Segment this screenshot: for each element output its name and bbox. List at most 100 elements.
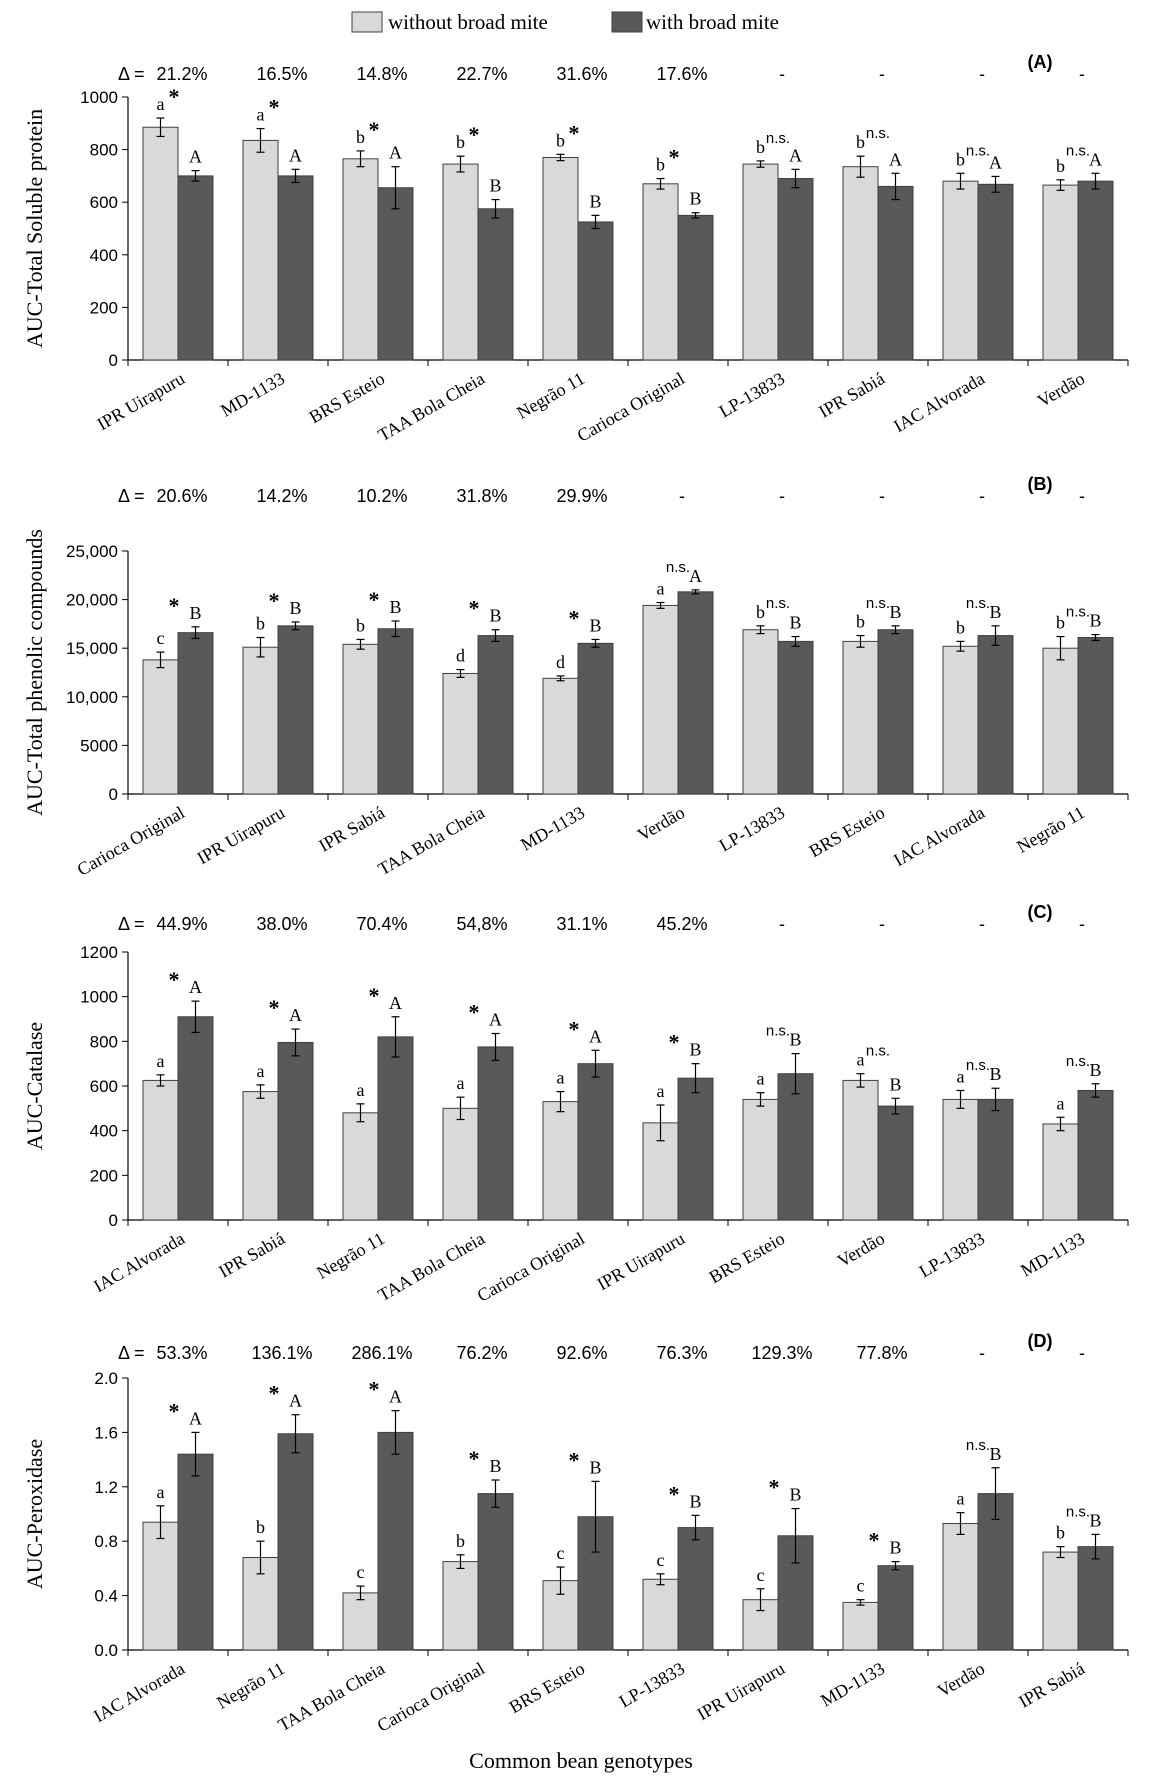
bar-with-6 xyxy=(777,178,814,361)
letter-without-9: b xyxy=(1056,156,1065,176)
delta-value: 70.4% xyxy=(356,914,407,934)
x-axis-title: Common bean genotypes xyxy=(469,1748,693,1773)
bar-with-3 xyxy=(477,1046,514,1221)
delta-value: - xyxy=(979,914,985,934)
letter-without-2: c xyxy=(357,1562,365,1582)
category-label: BRS Esteio xyxy=(506,1658,588,1717)
letter-with-8: B xyxy=(989,1064,1001,1084)
letter-with-5: B xyxy=(689,1491,701,1511)
significance-mark: n.s. xyxy=(866,1043,890,1060)
significance-mark: * xyxy=(169,1398,180,1423)
bar-without-9 xyxy=(1042,1123,1079,1221)
bar-with-3 xyxy=(477,1493,514,1651)
letter-with-6: A xyxy=(789,145,802,165)
category-label: BRS Esteio xyxy=(306,368,388,427)
category-label: IPR Sabiá xyxy=(215,1228,288,1282)
bar-without-3 xyxy=(442,672,479,795)
delta-value: 38.0% xyxy=(256,914,307,934)
significance-mark: n.s. xyxy=(1066,1503,1090,1520)
delta-value: 53.3% xyxy=(156,1343,207,1363)
letter-without-9: b xyxy=(1056,613,1065,633)
y-tick-label: 1000 xyxy=(80,88,118,107)
y-tick-label: 400 xyxy=(90,1122,118,1141)
bar-with-7 xyxy=(877,629,914,795)
letter-with-1: A xyxy=(289,145,302,165)
delta-value: - xyxy=(879,914,885,934)
delta-value: 20.6% xyxy=(156,486,207,506)
letter-with-0: B xyxy=(189,603,201,623)
letter-without-0: a xyxy=(157,1482,165,1502)
delta-prefix: Δ = xyxy=(118,914,145,934)
letter-with-4: A xyxy=(589,1026,602,1046)
significance-mark: * xyxy=(869,1528,880,1553)
delta-value: 44.9% xyxy=(156,914,207,934)
bar-with-7 xyxy=(877,1105,914,1221)
letter-with-7: B xyxy=(889,1538,901,1558)
y-axis-label: AUC-Total phenolic compounds xyxy=(22,529,47,816)
bar-with-8 xyxy=(977,1098,1014,1221)
delta-value: 16.5% xyxy=(256,64,307,84)
category-label: IPR Uirapuru xyxy=(694,1658,788,1724)
bar-with-3 xyxy=(477,208,514,361)
bar-without-9 xyxy=(1042,184,1079,361)
bar-with-9 xyxy=(1077,180,1114,361)
letter-with-6: B xyxy=(789,1030,801,1050)
delta-value: 286.1% xyxy=(351,1343,412,1363)
significance-mark: * xyxy=(269,995,280,1020)
bar-without-6 xyxy=(742,163,779,361)
y-tick-label: 20,000 xyxy=(66,591,118,610)
significance-mark: n.s. xyxy=(866,125,890,142)
significance-mark: * xyxy=(569,120,580,145)
letter-without-2: a xyxy=(357,1080,365,1100)
y-tick-label: 2.0 xyxy=(94,1369,118,1388)
category-label: Carioca Original xyxy=(374,1658,488,1736)
letter-with-7: B xyxy=(889,1074,901,1094)
delta-prefix: Δ = xyxy=(118,1343,145,1363)
panel-tag: (C) xyxy=(1028,902,1053,922)
y-tick-label: 1200 xyxy=(80,943,118,962)
delta-value: - xyxy=(879,486,885,506)
delta-value: 22.7% xyxy=(456,64,507,84)
letter-without-3: d xyxy=(456,646,465,666)
bar-with-0 xyxy=(177,1016,214,1221)
bar-without-0 xyxy=(142,1521,179,1651)
letter-without-5: a xyxy=(657,1081,665,1101)
delta-prefix: Δ = xyxy=(118,486,145,506)
delta-value: 45.2% xyxy=(656,914,707,934)
category-label: IPR Sabiá xyxy=(315,802,388,856)
letter-without-6: a xyxy=(757,1069,765,1089)
y-tick-label: 1000 xyxy=(80,988,118,1007)
letter-with-6: B xyxy=(789,1485,801,1505)
significance-mark: * xyxy=(269,1381,280,1406)
bar-without-9 xyxy=(1042,1551,1079,1651)
delta-value: 31.8% xyxy=(456,486,507,506)
category-label: IAC Alvorada xyxy=(90,1228,188,1296)
y-tick-label: 10,000 xyxy=(66,688,118,707)
letter-with-8: B xyxy=(989,1444,1001,1464)
significance-mark: * xyxy=(769,1475,780,1500)
significance-mark: * xyxy=(269,95,280,120)
letter-without-8: a xyxy=(957,1489,965,1509)
bar-with-5 xyxy=(677,214,714,361)
letter-without-4: d xyxy=(556,652,565,672)
category-label: Negrão 11 xyxy=(313,1228,388,1283)
bar-without-9 xyxy=(1042,647,1079,795)
category-label: Negrão 11 xyxy=(213,1658,288,1713)
bar-without-2 xyxy=(342,1592,379,1651)
letter-with-1: B xyxy=(289,598,301,618)
delta-value: 21.2% xyxy=(156,64,207,84)
letter-without-1: b xyxy=(256,614,265,634)
significance-mark: * xyxy=(169,84,180,109)
category-label: IPR Uirapuru xyxy=(594,1228,688,1294)
legend: without broad mite with broad mite xyxy=(351,10,779,34)
bar-without-8 xyxy=(942,180,979,361)
letter-with-2: A xyxy=(389,143,402,163)
category-label: Verdão xyxy=(934,1658,988,1701)
bar-with-7 xyxy=(877,185,914,361)
letter-without-5: c xyxy=(657,1550,665,1570)
bar-with-5 xyxy=(677,591,714,795)
bar-with-9 xyxy=(1077,1089,1114,1221)
letter-with-2: B xyxy=(389,597,401,617)
letter-without-6: b xyxy=(756,137,765,157)
bar-without-7 xyxy=(842,640,879,795)
